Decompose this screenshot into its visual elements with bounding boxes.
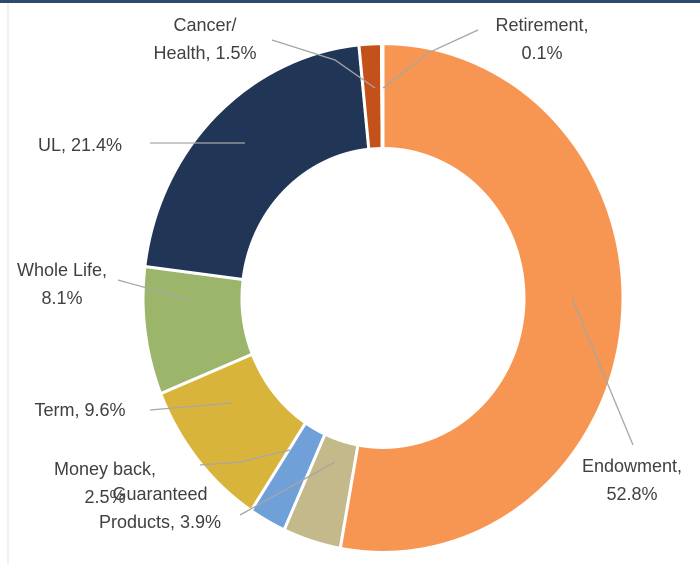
value-label: 8.1%: [41, 288, 83, 308]
value-label: 0.1%: [521, 43, 563, 63]
category-label: Endowment,: [581, 456, 683, 476]
data-label: Whole Life, 8.1%: [17, 256, 107, 312]
value-label: 2.5%: [84, 487, 126, 507]
category-label: Guaranteed Products,: [98, 484, 208, 532]
leader-line: [199, 449, 291, 466]
value-label: 21.4%: [70, 135, 123, 155]
leader-line: [571, 297, 634, 446]
donut-slice: [338, 42, 625, 554]
donut-slice: [143, 43, 371, 282]
category-label: Whole Life,: [16, 260, 108, 280]
leader-line: [271, 39, 376, 89]
value-label: 52.8%: [606, 484, 658, 504]
category-label: UL,: [37, 135, 66, 155]
data-label: Cancer/ Health, 1.5%: [153, 11, 256, 67]
value-label: 1.5%: [215, 43, 257, 63]
category-label: Retirement,: [495, 15, 589, 35]
data-label: Retirement, 0.1%: [495, 11, 588, 67]
leader-line: [117, 279, 191, 301]
leader-line: [382, 29, 479, 89]
category-label: Cancer/ Health,: [153, 15, 237, 63]
top-border: [0, 0, 700, 3]
leader-line: [149, 402, 233, 411]
category-label: Money back,: [53, 459, 157, 479]
donut-slice: [379, 42, 385, 151]
data-label: Money back, 2.5%: [54, 455, 156, 511]
data-label: Term, 9.6%: [34, 396, 125, 424]
leader-line: [239, 461, 336, 516]
data-label: UL, 21.4%: [38, 131, 122, 159]
data-label: Guaranteed Products, 3.9%: [99, 480, 221, 536]
value-label: 9.6%: [84, 400, 126, 420]
data-label: Endowment, 52.8%: [582, 452, 682, 508]
category-label: Term,: [34, 400, 80, 420]
value-label: 3.9%: [180, 512, 222, 532]
